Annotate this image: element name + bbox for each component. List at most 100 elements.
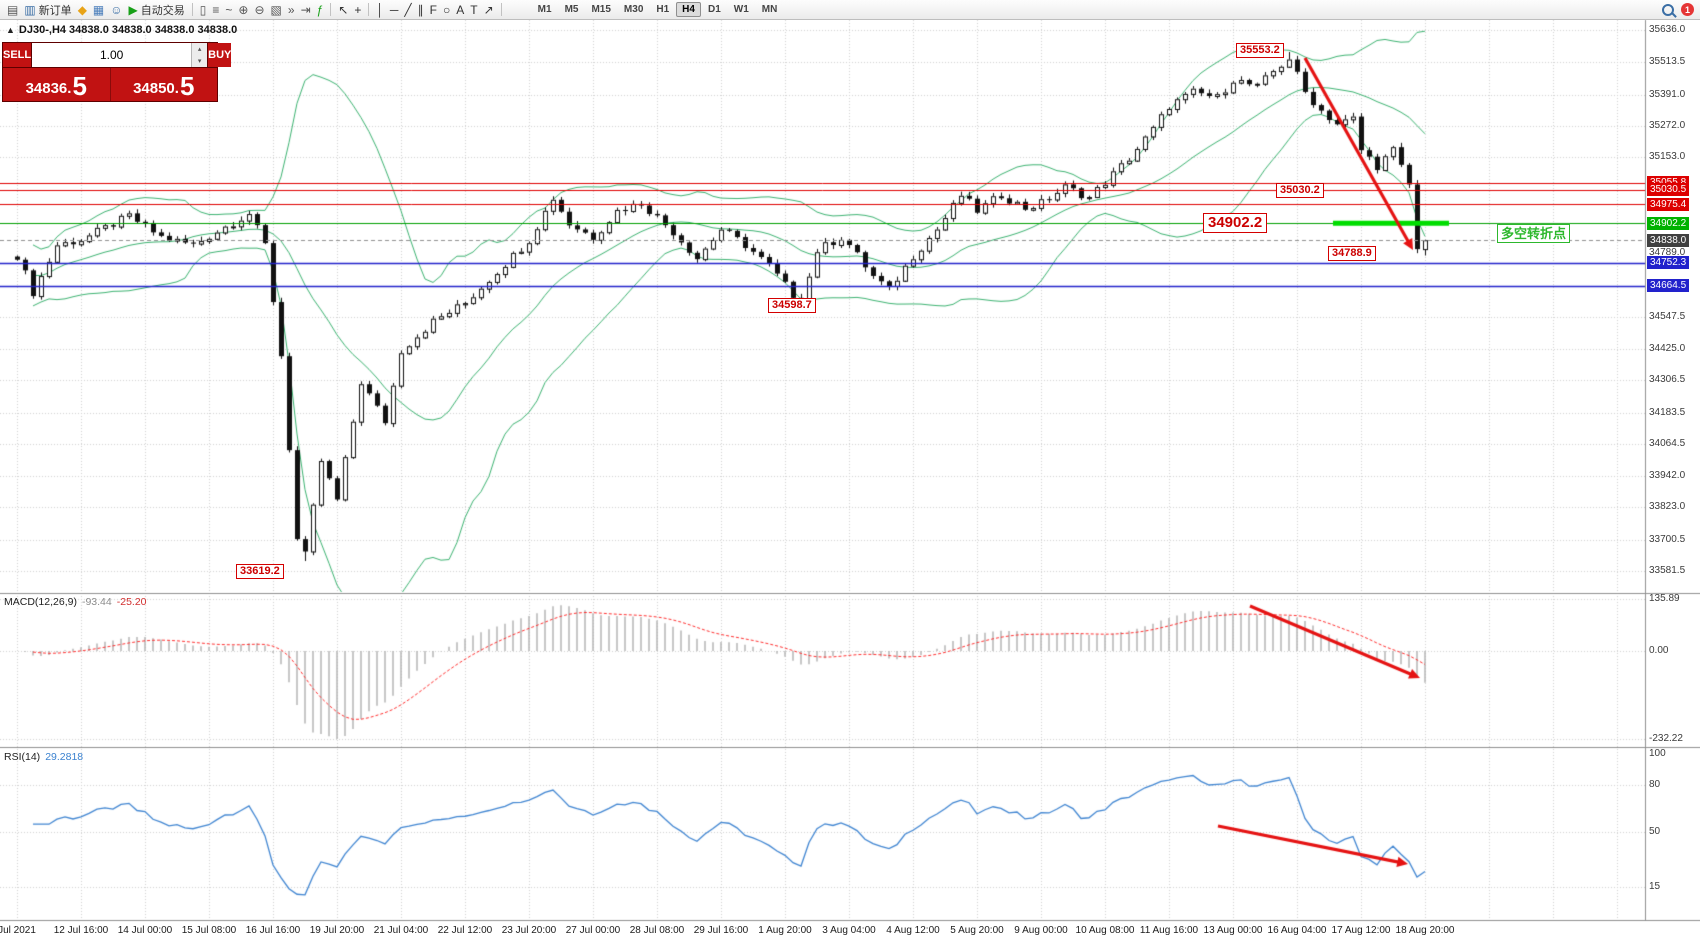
chart-shift-icon[interactable]: ⇥	[298, 1, 314, 19]
sell-button[interactable]: SELL	[3, 43, 32, 67]
price-annotation[interactable]: 34598.7	[768, 298, 816, 314]
time-tick: 9 Aug 00:00	[1014, 925, 1068, 936]
price-tick: 34306.5	[1649, 374, 1686, 386]
time-tick: 27 Jul 00:00	[565, 925, 621, 936]
notification-badge[interactable]: 1	[1681, 3, 1694, 16]
vertical-line-icon[interactable]: │	[373, 1, 387, 19]
buy-price-big-digit: 5	[179, 71, 195, 101]
lot-input[interactable]	[32, 43, 192, 67]
macd-value: -93.44	[81, 596, 112, 608]
lot-decrease-button[interactable]: ▾	[192, 55, 208, 67]
price-annotation[interactable]: 33619.2	[236, 564, 284, 580]
price-tick: 33581.5	[1649, 564, 1686, 576]
label-icon[interactable]: T	[467, 1, 480, 19]
auto-scroll-icon[interactable]: »	[285, 1, 298, 19]
chart-window-icon[interactable]: ▤	[4, 1, 21, 19]
price-tick: 34547.5	[1649, 310, 1686, 322]
timeframe-M5[interactable]: M5	[564, 4, 579, 15]
price-tick: 35272.0	[1649, 120, 1686, 131]
text-icon[interactable]: A	[453, 1, 467, 19]
candlestick-style-icon[interactable]: ▯	[197, 1, 210, 19]
timeframe-H1[interactable]: H1	[656, 4, 670, 15]
indicators-icon: ƒ	[316, 2, 324, 17]
sell-price[interactable]: 34836. 5	[3, 68, 110, 101]
time-tick: 28 Jul 08:00	[629, 925, 685, 936]
timeframe-M30[interactable]: M30	[623, 4, 644, 15]
rsi-name: RSI(14)	[4, 751, 41, 763]
price-line-badge: 34838.0	[1647, 233, 1690, 247]
line-style-icon[interactable]: ~	[222, 1, 235, 19]
rsi-tick: 100	[1649, 748, 1666, 759]
horizontal-line-icon[interactable]: ─	[387, 1, 402, 19]
ellipse-icon[interactable]: ○	[440, 1, 453, 19]
bar-style-icon[interactable]: ≡	[209, 1, 222, 19]
price-annotation[interactable]: 34788.9	[1328, 246, 1376, 262]
time-tick: 11 Aug 16:00	[1139, 925, 1199, 936]
one-click-trading-panel: SELL ▴ ▾ BUY 34836. 5 34850. 5	[2, 42, 232, 102]
price-line-badge: 34664.5	[1647, 279, 1690, 293]
rsi-indicator-label: RSI(14) 29.2818	[4, 751, 83, 763]
crosshair-icon[interactable]: +	[351, 1, 364, 19]
lot-increase-button[interactable]: ▴	[192, 43, 208, 55]
timeframe-H4[interactable]: H4	[676, 2, 701, 17]
label-icon: T	[470, 2, 478, 17]
mql5-market-icon[interactable]: ◆	[75, 1, 90, 19]
codebase-icon[interactable]: ▦	[90, 1, 107, 19]
price-tick: 33700.5	[1649, 533, 1686, 545]
trendline-icon[interactable]: ╱	[401, 1, 414, 19]
price-tick: 34183.5	[1649, 406, 1686, 418]
price-annotation[interactable]: 35553.2	[1236, 42, 1284, 58]
timeframe-MN[interactable]: MN	[761, 4, 778, 15]
price-annotation[interactable]: 34902.2	[1203, 213, 1268, 234]
time-tick: 29 Jul 16:00	[693, 925, 749, 936]
new-order-button-label: 新订单	[38, 4, 72, 17]
trendline-icon: ╱	[404, 2, 412, 17]
chart-shift-icon: ⇥	[300, 2, 311, 17]
community-icon: ☺	[110, 2, 123, 17]
buy-price[interactable]: 34850. 5	[109, 68, 217, 101]
price-tick: 34789.0	[1649, 247, 1686, 259]
time-tick: 16 Jul 16:00	[245, 925, 301, 936]
fibonacci-icon[interactable]: F	[427, 1, 440, 19]
auto-scroll-icon: »	[287, 2, 295, 17]
new-order-icon: ▥	[24, 2, 36, 17]
time-tick: 3 Aug 04:00	[822, 925, 876, 936]
community-icon[interactable]: ☺	[107, 1, 125, 19]
timeframe-W1[interactable]: W1	[733, 4, 749, 15]
price-line-badge: 35030.5	[1647, 183, 1690, 197]
timeframe-D1[interactable]: D1	[707, 4, 721, 15]
arrows-tool-icon: ↗	[483, 2, 494, 17]
timeframe-M15[interactable]: M15	[591, 4, 611, 15]
channel-icon: ∥	[417, 2, 424, 17]
tile-windows-icon[interactable]: ▧	[268, 1, 285, 19]
channel-icon[interactable]: ∥	[415, 1, 427, 19]
zoom-in-icon[interactable]: ⊕	[235, 1, 251, 19]
pivot-note-annotation[interactable]: 多空转折点	[1497, 224, 1571, 243]
price-tick: 35153.0	[1649, 151, 1686, 163]
price-line-badge: 34975.4	[1647, 197, 1690, 211]
price-tick: 34425.0	[1649, 342, 1686, 354]
zoom-out-icon[interactable]: ⊖	[251, 1, 267, 19]
cursor-icon[interactable]: ↖	[335, 1, 351, 19]
autotrading-button-label: 自动交易	[140, 4, 185, 17]
indicators-icon[interactable]: ƒ	[314, 1, 327, 19]
search-icon[interactable]	[1662, 3, 1674, 16]
macd-tick: 135.89	[1649, 593, 1680, 605]
time-tick: 13 Aug 00:00	[1203, 925, 1263, 936]
time-tick: Jul 2021	[0, 925, 36, 936]
buy-button[interactable]: BUY	[208, 43, 232, 67]
symbol-ohlc-text: DJ30-,H4 34838.0 34838.0 34838.0 34838.0	[18, 24, 238, 36]
timeframe-M1[interactable]: M1	[537, 4, 552, 15]
toolbar-separator	[500, 3, 502, 16]
toolbar-separator	[330, 3, 332, 16]
arrows-tool-icon[interactable]: ↗	[481, 1, 497, 19]
time-tick: 4 Aug 12:00	[886, 925, 940, 936]
time-tick: 22 Jul 12:00	[437, 925, 493, 936]
new-order-button[interactable]: ▥ 新订单	[21, 1, 74, 19]
autotrading-button[interactable]: ▶ 自动交易	[126, 1, 188, 19]
macd-indicator-label: MACD(12,26,9) -93.44 -25.20	[4, 596, 147, 608]
price-annotation[interactable]: 35030.2	[1276, 182, 1324, 198]
horizontal-line-icon: ─	[389, 2, 399, 17]
zoom-in-icon: ⊕	[238, 2, 249, 17]
